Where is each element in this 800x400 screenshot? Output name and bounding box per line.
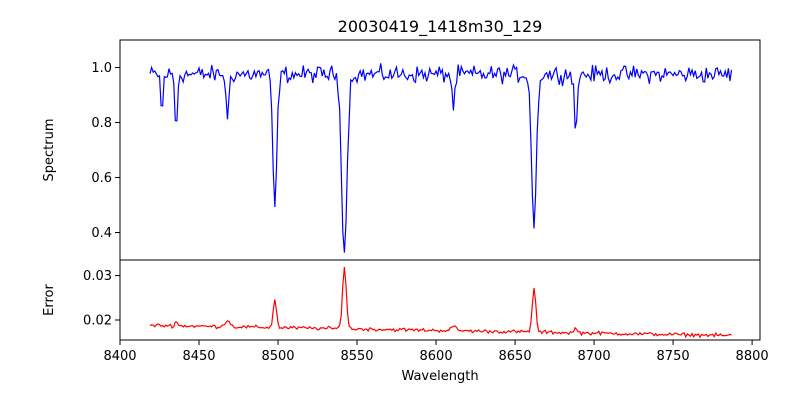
x-tick-label: 8650 xyxy=(499,349,532,364)
spectrum-panel: 0.4 0.6 0.8 1.0 Spectrum xyxy=(42,39,761,261)
x-tick-label: 8450 xyxy=(182,349,215,364)
spectrum-series-line xyxy=(149,63,733,253)
error-y-tick-label: 0.02 xyxy=(83,314,112,329)
x-tick-label: 8600 xyxy=(420,349,453,364)
spectrum-y-tick-label: 0.4 xyxy=(91,226,112,241)
spectrum-y-ticks: 0.4 0.6 0.8 1.0 xyxy=(91,61,120,241)
x-tick-label: 8400 xyxy=(103,349,136,364)
spectrum-y-tick-label: 1.0 xyxy=(91,61,112,76)
x-tick-label: 8800 xyxy=(736,349,769,364)
error-axes-frame xyxy=(119,259,761,341)
x-axis-label: Wavelength xyxy=(401,369,478,384)
error-series-line xyxy=(149,266,732,339)
error-y-tick-label: 0.03 xyxy=(83,269,112,284)
x-tick-label: 8500 xyxy=(261,349,294,364)
error-y-ticks: 0.02 0.03 xyxy=(83,269,120,329)
error-panel: 0.02 0.03 8400 8450 8500 8550 8600 8650 8700 875… xyxy=(42,259,769,384)
spectrum-y-tick-label: 0.8 xyxy=(91,116,112,131)
spectrum-y-axis-label: Spectrum xyxy=(42,119,57,182)
chart-title: 20030419_1418m30_129 xyxy=(338,17,543,37)
spectrum-y-tick-label: 0.6 xyxy=(91,171,112,186)
x-tick-label: 8700 xyxy=(578,349,611,364)
error-y-axis-label: Error xyxy=(42,284,57,316)
x-axis-ticks: 8400 8450 8500 8550 8600 8650 8700 8750 8800 xyxy=(103,340,769,364)
x-tick-label: 8550 xyxy=(340,349,373,364)
x-tick-label: 8750 xyxy=(657,349,690,364)
